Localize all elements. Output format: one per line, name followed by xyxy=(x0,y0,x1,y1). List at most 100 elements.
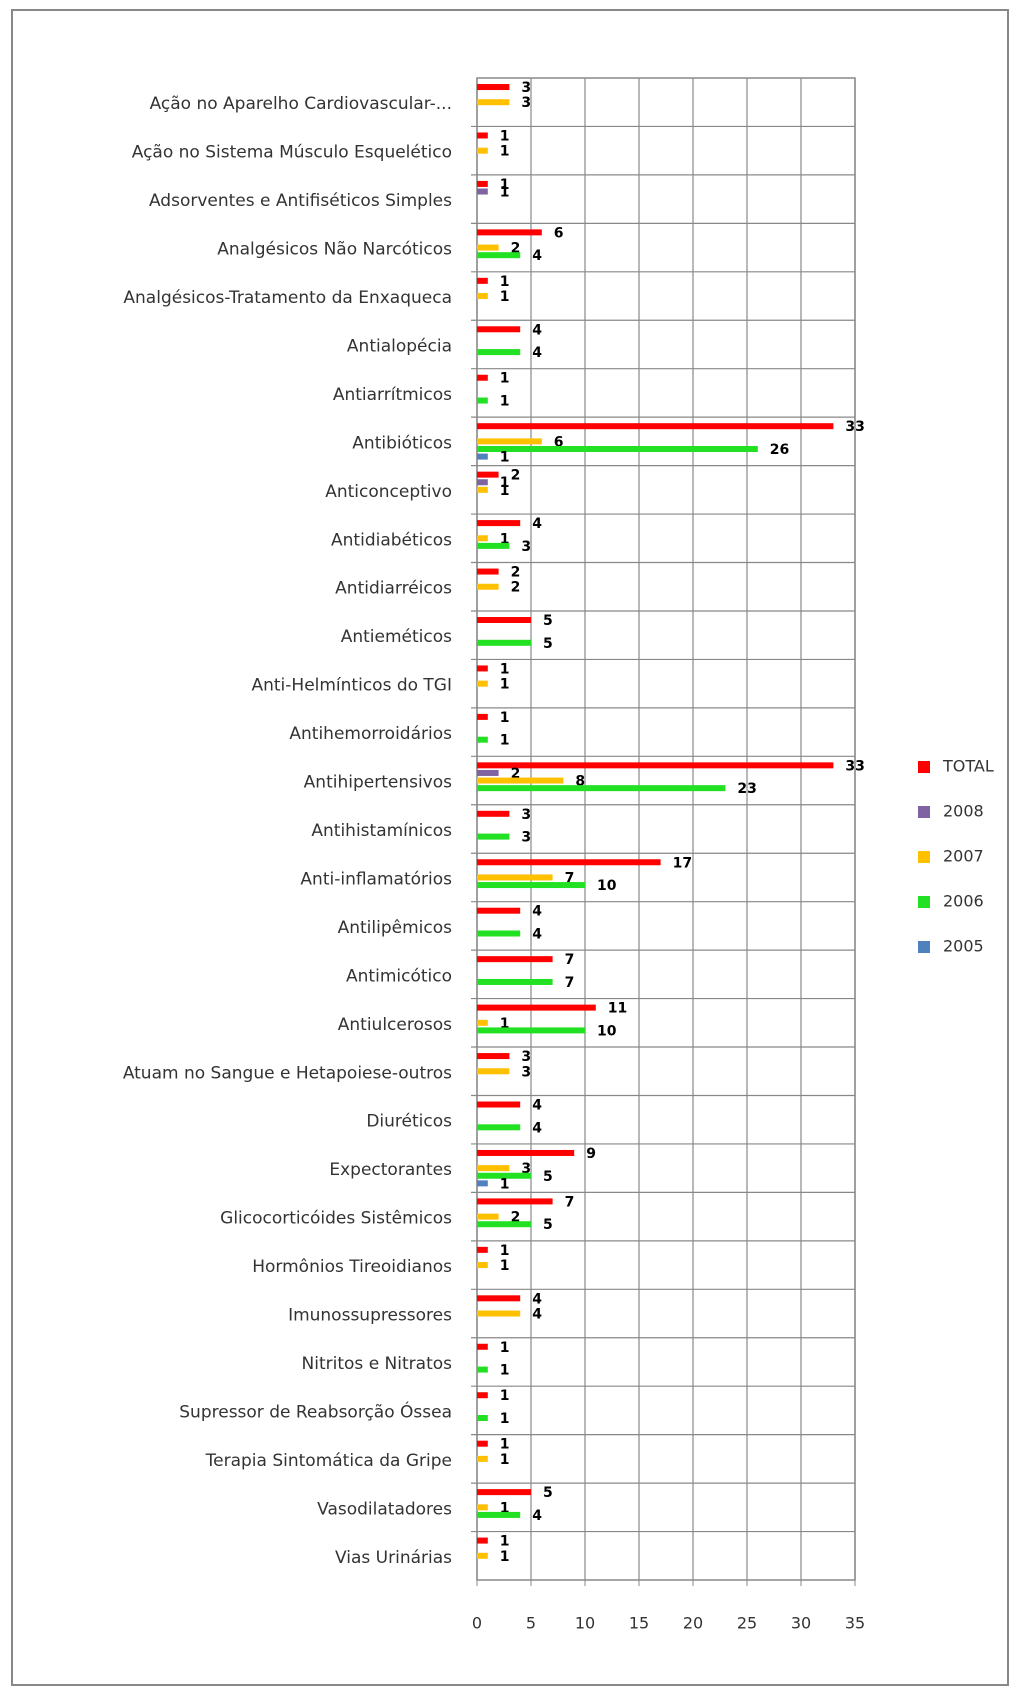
bar xyxy=(477,1165,510,1172)
bar xyxy=(477,147,488,154)
value-label: 4 xyxy=(532,1291,542,1307)
bar xyxy=(477,1027,585,1034)
bar xyxy=(477,1246,488,1253)
bar xyxy=(477,326,521,333)
bar xyxy=(477,542,510,549)
value-label: 3 xyxy=(521,1064,531,1080)
legend-swatch xyxy=(918,941,930,953)
bar xyxy=(477,568,499,575)
legend-label: TOTAL xyxy=(942,757,994,776)
value-label: 26 xyxy=(770,442,789,458)
bar xyxy=(477,1068,510,1075)
value-label: 7 xyxy=(565,1194,575,1210)
value-label: 6 xyxy=(554,225,564,241)
category-label: Antimicótico xyxy=(346,966,452,986)
value-label: 3 xyxy=(521,95,531,111)
bar xyxy=(477,769,499,776)
legend-swatch xyxy=(918,806,930,818)
bar xyxy=(477,479,488,486)
value-label: 1 xyxy=(500,394,510,410)
category-label: Imunossupressores xyxy=(288,1306,452,1326)
value-label: 1 xyxy=(500,1534,510,1550)
bar xyxy=(477,1124,521,1131)
value-label: 1 xyxy=(500,475,510,491)
bar xyxy=(477,680,488,687)
x-tick-label: 10 xyxy=(575,1614,595,1633)
category-label: Expectorantes xyxy=(329,1160,452,1180)
bar xyxy=(477,132,488,139)
value-label: 3 xyxy=(521,830,531,846)
x-tick-label: 30 xyxy=(791,1614,811,1633)
category-label: Atuam no Sangue e Hetapoiese-outros xyxy=(123,1063,452,1083)
value-label: 1 xyxy=(500,677,510,693)
value-label: 3 xyxy=(521,807,531,823)
value-label: 4 xyxy=(532,1508,542,1524)
value-label: 4 xyxy=(532,322,542,338)
bar xyxy=(477,1019,488,1026)
x-tick-label: 0 xyxy=(472,1614,482,1633)
bar xyxy=(477,956,553,963)
bar xyxy=(477,1053,510,1060)
bar xyxy=(477,810,510,817)
value-label: 2 xyxy=(511,565,521,581)
bar xyxy=(477,99,510,106)
bar xyxy=(477,665,488,672)
bar xyxy=(477,1440,488,1447)
value-label: 3 xyxy=(521,1049,531,1065)
x-tick-label: 15 xyxy=(629,1614,649,1633)
value-label: 1 xyxy=(500,710,510,726)
value-label: 1 xyxy=(500,371,510,387)
bar xyxy=(477,833,510,840)
value-label: 8 xyxy=(575,774,585,790)
value-label: 1 xyxy=(500,531,510,547)
bar xyxy=(477,188,488,195)
bar xyxy=(477,374,488,381)
bar xyxy=(477,277,488,284)
x-tick-label: 35 xyxy=(845,1614,865,1633)
bar xyxy=(477,882,585,889)
bar xyxy=(477,445,758,452)
value-label: 1 xyxy=(500,1363,510,1379)
value-label: 1 xyxy=(500,1411,510,1427)
value-label: 1 xyxy=(500,483,510,499)
value-label: 33 xyxy=(845,758,864,774)
value-label: 1 xyxy=(500,144,510,160)
value-label: 1 xyxy=(500,274,510,290)
value-label: 1 xyxy=(500,661,510,677)
value-label: 6 xyxy=(554,434,564,450)
category-label: Antiarrítmicos xyxy=(333,385,452,405)
value-label: 5 xyxy=(543,1169,553,1185)
value-label: 2 xyxy=(511,241,521,257)
bar xyxy=(477,1149,575,1156)
bar xyxy=(477,423,834,430)
bar xyxy=(477,486,488,493)
bar xyxy=(477,930,521,937)
value-label: 17 xyxy=(673,855,692,871)
category-label: Antibióticos xyxy=(352,433,452,453)
value-label: 1 xyxy=(500,128,510,144)
category-label: Antialopécia xyxy=(347,336,452,356)
bar xyxy=(477,874,553,881)
bar xyxy=(477,471,499,478)
value-label: 3 xyxy=(521,539,531,555)
value-label: 3 xyxy=(521,80,531,96)
category-label: Adsorventes e Antifiséticos Simples xyxy=(149,191,452,211)
value-label: 1 xyxy=(500,1016,510,1032)
bar xyxy=(477,583,499,590)
legend-label: 2008 xyxy=(943,802,984,821)
bar xyxy=(477,1343,488,1350)
value-label: 7 xyxy=(565,870,575,886)
category-label: Antilipêmicos xyxy=(338,918,453,938)
bar xyxy=(477,229,542,236)
x-tick-label: 5 xyxy=(526,1614,536,1633)
category-label: Analgésicos Não Narcóticos xyxy=(217,240,452,260)
bar xyxy=(477,1262,488,1269)
value-label: 33 xyxy=(845,419,864,435)
value-label: 1 xyxy=(500,733,510,749)
bar xyxy=(477,1101,521,1108)
bar xyxy=(477,1455,488,1462)
value-label: 7 xyxy=(565,952,575,968)
value-label: 1 xyxy=(500,1549,510,1565)
category-label: Antidiarréicos xyxy=(335,579,452,599)
value-label: 1 xyxy=(500,1176,510,1192)
